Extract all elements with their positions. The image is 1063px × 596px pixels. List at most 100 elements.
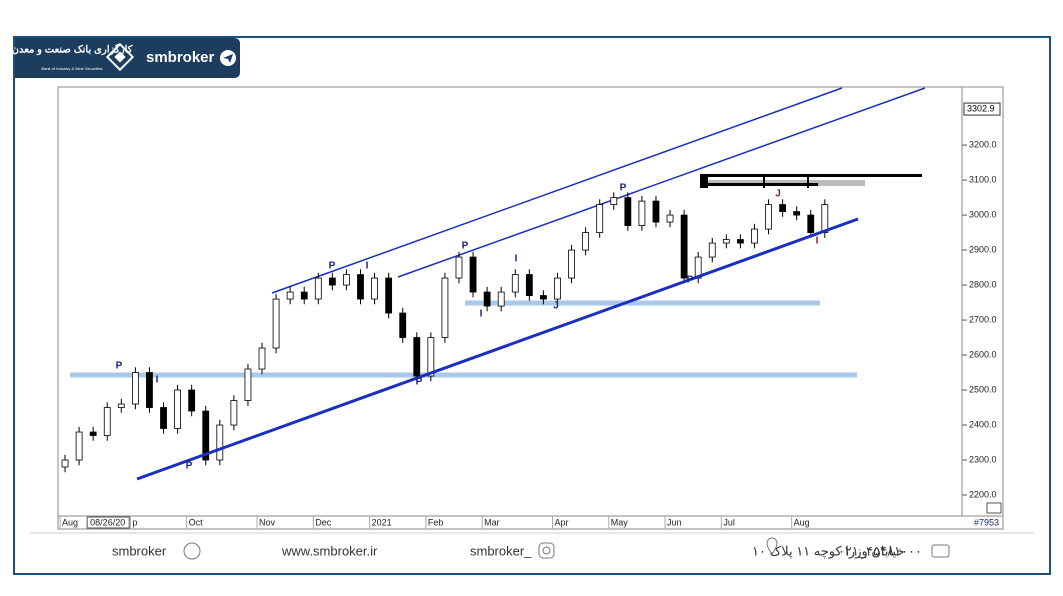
x-tick-label: 08/26/20 bbox=[90, 517, 125, 527]
candle-body bbox=[497, 291, 505, 307]
candle-body bbox=[582, 232, 590, 251]
x-tick-label: 2021 bbox=[372, 517, 392, 527]
date-box bbox=[86, 516, 130, 529]
logo-en: Bank of Industry & Mine Securities bbox=[41, 66, 102, 71]
pattern-label: I bbox=[366, 261, 369, 272]
y-tick-label: 3000.0 bbox=[969, 209, 997, 219]
instagram-icon bbox=[542, 546, 551, 555]
channel-line bbox=[271, 87, 843, 294]
candle-body bbox=[652, 200, 660, 223]
x-axis-panel bbox=[57, 515, 1004, 530]
candle-body bbox=[413, 337, 421, 377]
y-tick-label: 2200.0 bbox=[969, 489, 997, 499]
pattern-label: P bbox=[116, 361, 123, 372]
candle-body bbox=[286, 291, 294, 300]
candle-body bbox=[441, 277, 449, 338]
candle-body bbox=[821, 204, 829, 233]
candle-body bbox=[610, 197, 618, 205]
price-marker-label: 3302.9 bbox=[967, 103, 995, 113]
candle-body bbox=[751, 228, 758, 244]
y-tick-label: 2700.0 bbox=[969, 314, 997, 324]
logo-fa: کارگزاری بانک صنعت و معدن bbox=[12, 43, 133, 56]
candle-body bbox=[61, 459, 69, 468]
candle-body bbox=[258, 347, 266, 370]
x-tick-label: Jun bbox=[667, 517, 682, 527]
candle-body bbox=[765, 204, 772, 230]
candle-body bbox=[638, 200, 646, 226]
candle-body bbox=[666, 214, 674, 223]
candle-body bbox=[399, 312, 407, 338]
x-tick-label: Jul bbox=[723, 517, 735, 527]
corner-icon bbox=[986, 502, 1002, 514]
pattern-label: P bbox=[687, 275, 694, 286]
x-tick-label: Feb bbox=[428, 517, 444, 527]
candle-body bbox=[314, 277, 322, 300]
pattern-label: P bbox=[462, 241, 469, 252]
candle-body bbox=[779, 204, 787, 212]
candle-body bbox=[230, 400, 238, 426]
candle-body bbox=[554, 277, 561, 300]
candle-body bbox=[385, 277, 393, 314]
y-tick-label: 3200.0 bbox=[969, 139, 997, 149]
trend-line bbox=[136, 217, 859, 481]
candles bbox=[61, 192, 829, 473]
candle-body bbox=[357, 274, 364, 300]
candle-body bbox=[736, 239, 744, 244]
candle-body bbox=[596, 204, 604, 233]
frame bbox=[13, 36, 1051, 575]
x-tick-label: May bbox=[611, 517, 629, 527]
candle-body bbox=[272, 298, 280, 349]
pattern-label: I bbox=[515, 254, 518, 265]
y-tick-label: 2900.0 bbox=[969, 244, 997, 254]
y-tick-label: 2800.0 bbox=[969, 279, 997, 289]
candle-body bbox=[568, 249, 575, 279]
x-tick-label: Mar bbox=[484, 517, 500, 527]
candle-body bbox=[540, 295, 547, 300]
price-marker-box bbox=[963, 102, 1001, 116]
candle-body bbox=[525, 274, 533, 296]
brand: smbroker bbox=[146, 49, 215, 66]
x-tick-label: Dec bbox=[315, 517, 332, 527]
candle-body bbox=[328, 277, 336, 286]
candle-body bbox=[722, 239, 730, 244]
candle-body bbox=[103, 407, 111, 436]
channel-line bbox=[397, 87, 926, 278]
candle-body bbox=[624, 197, 632, 226]
y-tick-label: 2400.0 bbox=[969, 419, 997, 429]
candle-body bbox=[708, 242, 716, 258]
candle-body bbox=[146, 372, 153, 408]
candle-body bbox=[427, 337, 435, 377]
x-tick-label: Nov bbox=[259, 517, 276, 527]
candle-body bbox=[680, 214, 688, 279]
footer-telegram: smbroker bbox=[112, 543, 167, 558]
telegram-glyph bbox=[223, 54, 233, 63]
candle-body bbox=[371, 277, 378, 300]
x-tick-label: p bbox=[132, 517, 137, 527]
candle-body bbox=[188, 389, 196, 412]
footer-phone: ۰۲۱_۴۵۴۸۱۰۰۰ bbox=[838, 543, 922, 558]
pattern-label: P bbox=[620, 183, 627, 194]
x-tick-label: Aug bbox=[794, 517, 810, 527]
candle-body bbox=[202, 410, 210, 461]
candle-body bbox=[511, 274, 519, 293]
telegram-icon bbox=[183, 542, 201, 560]
candle-body bbox=[455, 256, 463, 279]
candle-body bbox=[174, 389, 181, 429]
candle-body bbox=[793, 211, 801, 216]
location-icon bbox=[766, 537, 778, 555]
candle-body bbox=[343, 274, 350, 286]
candle-body bbox=[117, 403, 125, 408]
candle-body bbox=[244, 368, 252, 401]
instagram-icon bbox=[538, 542, 555, 559]
resistance-box bbox=[700, 174, 922, 188]
pattern-label: P bbox=[186, 461, 193, 472]
candle-body bbox=[483, 291, 491, 307]
phone-icon bbox=[931, 544, 950, 558]
footer-instagram: smbroker_ bbox=[470, 543, 532, 558]
pattern-label: I bbox=[156, 375, 159, 386]
pattern-label: J bbox=[775, 189, 781, 200]
candle-body bbox=[75, 431, 83, 461]
candle-body bbox=[89, 431, 97, 436]
candle-body bbox=[469, 256, 477, 293]
